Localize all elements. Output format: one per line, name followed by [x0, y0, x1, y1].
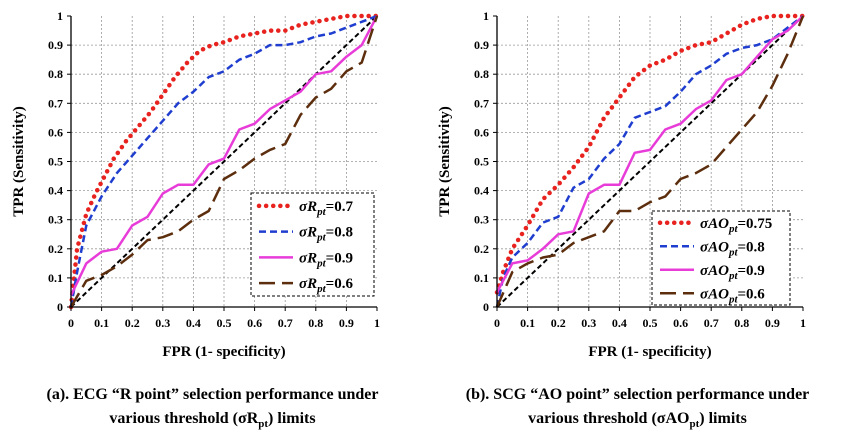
- x-tick-label: 0.8: [308, 316, 323, 330]
- x-tick-label: 1: [800, 316, 806, 330]
- y-axis-label: TPR (Sensitivity): [11, 106, 27, 216]
- roc-chart-ecg: 0 0.1 0.2 0.3 0.4 0.5 0.6 0.7 0.8 0.9 1 0 0.1 0.2 0.3 0…: [11, 9, 380, 360]
- x-tick-label: 0.1: [520, 316, 535, 330]
- x-tick-label: 0.7: [278, 316, 293, 330]
- legend-label: σAOpt=0.75: [700, 216, 772, 235]
- caption-a-end: ) limits: [268, 410, 316, 427]
- y-tick-label: 0.2: [48, 242, 63, 256]
- x-tick-label: 0.4: [612, 316, 627, 330]
- legend-label: σAOpt=0.9: [700, 263, 765, 282]
- caption-b-sub: pt: [689, 418, 700, 431]
- legend: σAOpt=0.75 σAOpt=0.8 σAOpt=0.9 σAOpt=0.6: [651, 210, 791, 306]
- y-tick-label: 0.5: [474, 155, 489, 169]
- y-tick-label: 0.8: [474, 67, 489, 81]
- x-tick-label: 0.1: [94, 316, 109, 330]
- x-tick-label: 0.2: [125, 316, 140, 330]
- caption-b-line2: various threshold (σAOpt) limits: [425, 407, 850, 436]
- caption-a-line1: (a). ECG “R point” selection performance…: [46, 386, 379, 403]
- legend-label: σRpt=0.6: [299, 276, 353, 295]
- series-line-2: [495, 15, 804, 293]
- legend-box: [250, 192, 375, 297]
- panel-b-scg-roc: 0 0.1 0.2 0.3 0.4 0.5 0.6 0.7 0.8 0.9 1 0 0.1 0.2 0.3 0…: [425, 0, 850, 440]
- x-axis-label: FPR (1- specificity): [162, 344, 285, 360]
- y-tick-label: 0.5: [48, 155, 63, 169]
- y-tick-label: 0.9: [474, 38, 489, 52]
- y-tick-label: 0.1: [474, 271, 489, 285]
- y-tick-label: 0.7: [474, 96, 489, 110]
- x-tick-label: 0.3: [581, 316, 596, 330]
- y-tick-label: 0.6: [48, 125, 63, 139]
- series-line-0: [494, 13, 806, 295]
- x-tick-label: 0.4: [186, 316, 201, 330]
- x-tick-label: 1: [374, 316, 380, 330]
- caption-b: (b). SCG “AO point” selection performanc…: [425, 383, 850, 436]
- x-tick-label: 0: [494, 316, 500, 330]
- y-tick-label: 0.3: [48, 213, 63, 227]
- y-tick-label: 1: [483, 9, 489, 23]
- y-tick-label: 0.6: [474, 125, 489, 139]
- series-line-1: [495, 15, 804, 308]
- x-tick-label: 0.6: [247, 316, 262, 330]
- x-tick-label: 0.9: [765, 316, 780, 330]
- caption-a-line2-text: various threshold (σR: [109, 410, 259, 427]
- chance-diagonal-line: [496, 15, 804, 308]
- y-tick-label: 0.9: [48, 38, 63, 52]
- legend-label: σRpt=0.7: [299, 199, 353, 218]
- legend-label: σAOpt=0.8: [700, 239, 765, 258]
- y-tick-label: 0.4: [48, 184, 63, 198]
- roc-chart-scg: 0 0.1 0.2 0.3 0.4 0.5 0.6 0.7 0.8 0.9 1 0 0.1 0.2 0.3 0…: [437, 9, 806, 360]
- series-line-0: [68, 13, 380, 310]
- x-tick-label: 0.8: [734, 316, 749, 330]
- x-tick-label: 0.2: [551, 316, 566, 330]
- caption-b-line2-text: various threshold (σAO: [528, 410, 690, 427]
- caption-a-sub: pt: [258, 418, 269, 431]
- series-line-2: [69, 15, 379, 296]
- x-tick-label: 0.3: [155, 316, 170, 330]
- y-tick-label: 0.3: [474, 213, 489, 227]
- series-line-3: [495, 15, 805, 308]
- caption-b-line1: (b). SCG “AO point” selection performanc…: [465, 386, 810, 403]
- series-line-3: [69, 15, 379, 308]
- caption-a-line2: various threshold (σRpt) limits: [0, 407, 425, 436]
- x-tick-label: 0.6: [673, 316, 688, 330]
- legend-box: [651, 210, 791, 306]
- x-tick-label: 0.5: [217, 316, 232, 330]
- y-tick-label: 0: [57, 300, 63, 314]
- y-tick-label: 0.8: [48, 67, 63, 81]
- y-tick-label: 1: [57, 9, 63, 23]
- panel-a-ecg-roc: 0 0.1 0.2 0.3 0.4 0.5 0.6 0.7 0.8 0.9 1 0 0.1 0.2 0.3 0…: [0, 9, 425, 436]
- y-tick-label: 0.2: [474, 242, 489, 256]
- x-tick-label: 0: [68, 316, 74, 330]
- y-tick-label: 0.7: [48, 96, 63, 110]
- series-line-1: [69, 14, 378, 308]
- x-tick-label: 0.7: [704, 316, 719, 330]
- legend-label: σRpt=0.9: [299, 250, 353, 269]
- x-axis-label: FPR (1- specificity): [588, 344, 711, 360]
- legend-label: σAOpt=0.6: [700, 286, 765, 305]
- legend: σRpt=0.7 σRpt=0.8 σRpt=0.9 σRpt=0.6: [250, 192, 375, 297]
- chance-diagonal-line: [70, 15, 378, 308]
- caption-a: (a). ECG “R point” selection performance…: [0, 383, 425, 436]
- y-axis-label: TPR (Sensitivity): [437, 106, 453, 216]
- legend-label: σRpt=0.8: [299, 225, 353, 244]
- y-tick-label: 0: [483, 300, 489, 314]
- x-tick-label: 0.5: [643, 316, 658, 330]
- caption-b-end: ) limits: [699, 410, 747, 427]
- x-tick-label: 0.9: [339, 316, 354, 330]
- y-tick-label: 0.4: [474, 184, 489, 198]
- y-tick-label: 0.1: [48, 271, 63, 285]
